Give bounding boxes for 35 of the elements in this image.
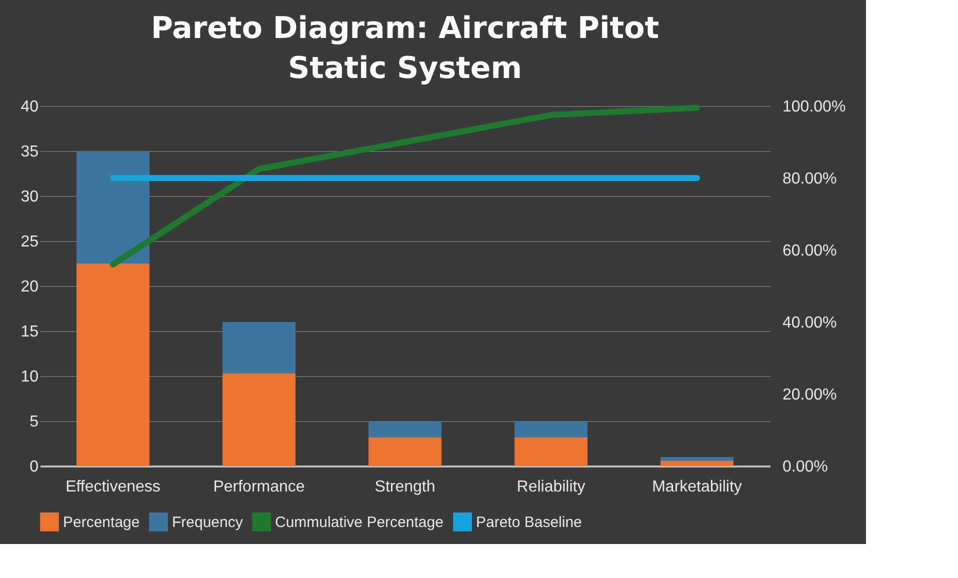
legend-label: Cummulative Percentage xyxy=(275,514,444,531)
bar xyxy=(514,421,588,438)
x-tick-label: Marketability xyxy=(652,478,742,496)
y-tick-label: 10 xyxy=(20,368,39,386)
bar xyxy=(222,322,296,374)
legend-label: Pareto Baseline xyxy=(476,514,582,531)
y-tick-label: 40 xyxy=(20,98,39,116)
x-tick-label: Performance xyxy=(213,478,305,496)
legend-label: Frequency xyxy=(172,514,244,531)
y-tick-label: 5 xyxy=(30,414,39,430)
x-tick-label: Strength xyxy=(374,478,436,496)
bar xyxy=(660,460,734,466)
bar xyxy=(76,151,150,264)
bar xyxy=(514,437,588,466)
chart-title: Pareto Diagram: Aircraft Pitot Static System xyxy=(150,11,660,86)
bar xyxy=(368,421,442,438)
y-tick-label: 20 xyxy=(20,278,39,296)
y2-tick-label: 40.00% xyxy=(782,314,837,332)
y-tick-label: 0 xyxy=(30,458,39,476)
y2-tick-label: 100.00% xyxy=(782,98,846,116)
y-tick-label: 25 xyxy=(20,234,39,250)
bar xyxy=(76,264,150,466)
y-tick-label: 30 xyxy=(20,188,39,206)
y-tick-label: 35 xyxy=(20,144,39,160)
y2-tick-label: 60.00% xyxy=(782,242,837,260)
legend-label: Percentage xyxy=(63,514,140,531)
y2-tick-label: 0.00% xyxy=(782,458,828,476)
y2-tick-label: 80.00% xyxy=(782,170,837,188)
bar xyxy=(222,373,296,466)
bar xyxy=(660,457,734,461)
y-tick-label: 15 xyxy=(20,324,39,340)
x-tick-label: Effectiveness xyxy=(66,478,160,496)
bar xyxy=(368,437,442,466)
y2-tick-label: 20.00% xyxy=(782,386,837,404)
x-tick-label: Reliability xyxy=(516,478,586,496)
